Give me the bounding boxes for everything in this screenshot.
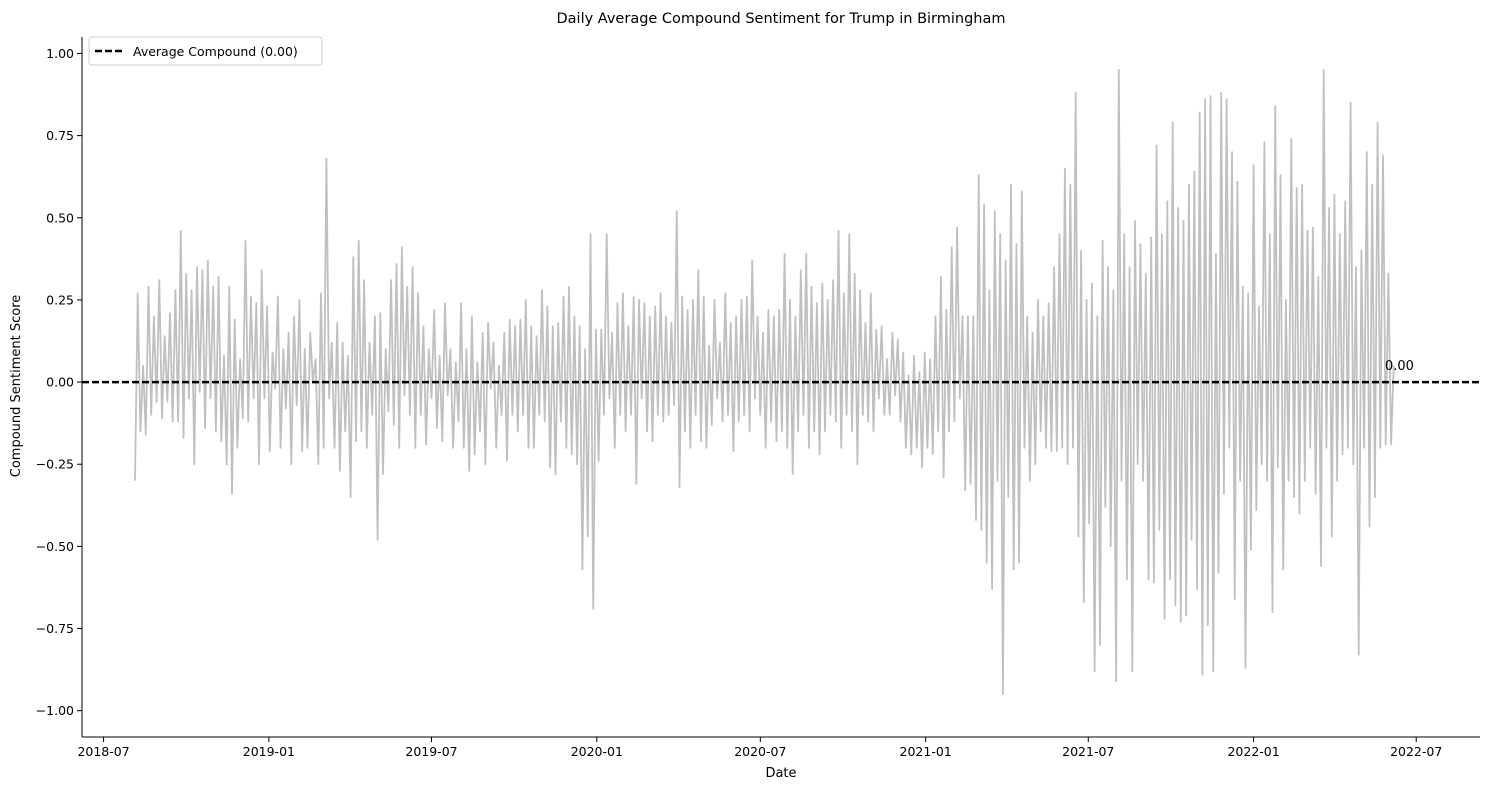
y-tick-label: 0.75 (46, 128, 74, 143)
x-tick-label: 2021-01 (900, 744, 952, 759)
axes-layer (81, 37, 1480, 738)
x-tick-label: 2021-07 (1062, 744, 1114, 759)
y-axis-label: Compound Sentiment Score (9, 295, 24, 478)
legend: Average Compound (0.00) (88, 36, 323, 66)
x-tick-label: 2019-01 (243, 744, 295, 759)
legend-box (88, 36, 323, 66)
x-tick-label: 2020-07 (734, 744, 786, 759)
y-tick-label: −0.75 (36, 621, 74, 636)
y-tick-label: −1.00 (36, 703, 74, 718)
y-tick-label: 0.25 (46, 292, 74, 307)
y-tick-label: 0.00 (46, 375, 74, 390)
x-ticks: 2018-07 2019-01 2019-07 2020-01 2020-07 2021-… (77, 737, 1442, 759)
x-tick-label: 2020-01 (571, 744, 623, 759)
y-tick-label: 1.00 (46, 46, 74, 61)
y-tick-label: −0.25 (36, 457, 74, 472)
series-line-0 (134, 69, 1395, 696)
y-tick-label: −0.50 (36, 539, 74, 554)
chart-title: Daily Average Compound Sentiment for Tru… (556, 11, 1005, 27)
x-tick-label: 2019-07 (405, 744, 457, 759)
y-tick-label: 0.50 (46, 210, 74, 225)
series-layer (134, 69, 1395, 696)
legend-label: Average Compound (0.00) (133, 44, 298, 59)
x-tick-label: 2018-07 (77, 744, 129, 759)
reference-line-label: 0.00 (1385, 359, 1414, 374)
y-ticks: 1.00 0.75 0.50 0.25 0.00 −0.25 −0.50 −0.75 −1.00 (36, 46, 82, 718)
x-tick-label: 2022-01 (1227, 744, 1279, 759)
x-axis-label: Date (765, 766, 796, 781)
x-tick-label: 2022-07 (1390, 744, 1442, 759)
